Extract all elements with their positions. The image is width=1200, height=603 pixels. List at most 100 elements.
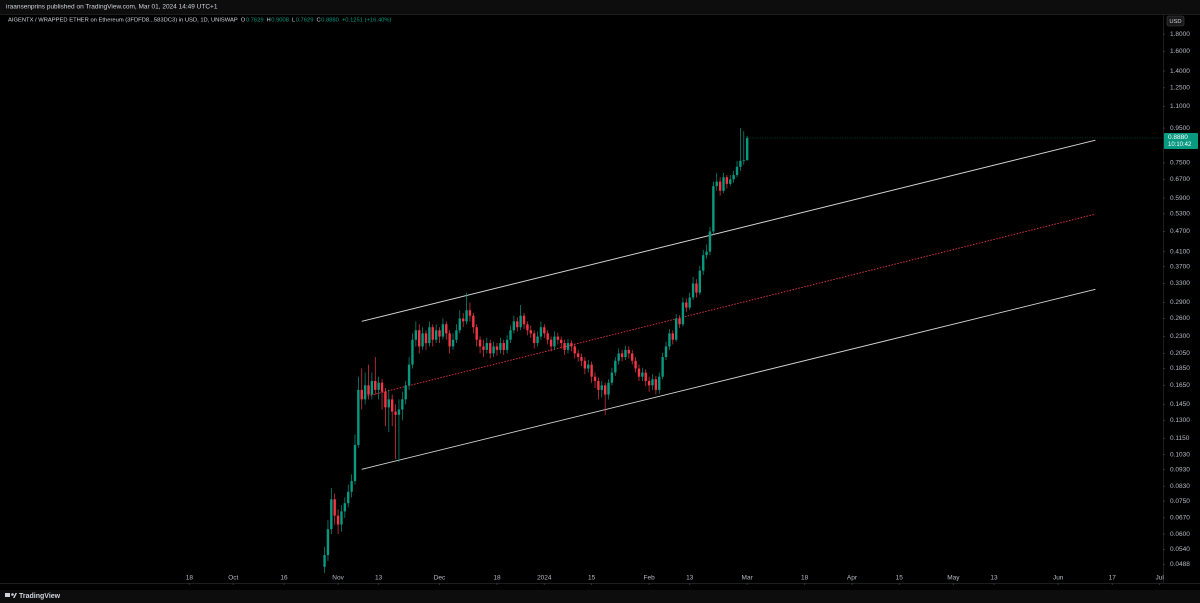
currency-button[interactable] [1166, 15, 1185, 27]
candle-body [424, 333, 428, 344]
candle-body [529, 330, 532, 334]
candle-body [647, 380, 651, 386]
candle-body [367, 385, 370, 395]
candle-body [377, 382, 380, 390]
candle-body [674, 318, 678, 340]
candle-body [448, 333, 451, 347]
price-tag-label: 0.8880 [1168, 134, 1188, 141]
candle-body [718, 181, 722, 191]
candle-body [691, 283, 695, 298]
candle-body [587, 364, 590, 369]
candle-body [671, 333, 674, 340]
x-tick-label: 13 [375, 575, 383, 582]
y-tick-label: 0.1850 [1170, 365, 1190, 372]
candle-body [658, 376, 661, 390]
candle-body [445, 324, 448, 334]
candle-body [695, 283, 698, 293]
candle-body [583, 360, 587, 369]
candle-body [526, 324, 529, 331]
candle-body [715, 181, 718, 187]
candle-body [742, 160, 745, 162]
y-tick-label: 0.9500 [1170, 125, 1190, 132]
y-tick-label: 1.2500 [1170, 84, 1190, 91]
candle-body [702, 255, 705, 271]
tv-logo [5, 593, 17, 598]
y-tick-label: 0.1030 [1170, 451, 1190, 458]
candle-body [357, 389, 360, 445]
candle-body [411, 339, 414, 365]
candle-body [451, 339, 455, 347]
candle-body [418, 330, 421, 347]
x-tick-label: 15 [588, 575, 596, 582]
y-tick-label: 0.2300 [1170, 333, 1190, 340]
candle-body [651, 379, 654, 386]
candle-body [340, 511, 343, 525]
x-tick-label: 15 [896, 575, 904, 582]
candle-body [401, 399, 404, 410]
candle-body [664, 346, 668, 358]
candle-body [617, 353, 620, 361]
legend-value: 0.9008 [271, 18, 289, 24]
candle-body [681, 302, 685, 325]
candle-body [580, 357, 583, 361]
x-tick-label: Jul [1155, 575, 1164, 582]
y-tick-label: 0.0488 [1170, 561, 1190, 568]
candle-body [363, 385, 367, 400]
candle-body [688, 297, 691, 308]
candle-body [624, 349, 627, 358]
y-tick-label: 0.3300 [1170, 280, 1190, 287]
candle-body [631, 353, 634, 361]
candle-body [404, 385, 407, 400]
candle-body [573, 346, 576, 354]
candle-body [563, 343, 566, 350]
candle-body [607, 382, 610, 395]
candle-body [732, 175, 735, 180]
candle-body [620, 353, 624, 358]
candle-body [610, 372, 614, 383]
candle-body [502, 343, 505, 350]
x-tick-label: 13 [990, 575, 998, 582]
x-tick-label: 18 [186, 575, 194, 582]
y-tick-label: 1.1000 [1170, 103, 1190, 110]
candle-body [576, 353, 580, 358]
x-tick-label: 17 [1109, 575, 1117, 582]
candle-body [441, 324, 445, 337]
y-tick-label: 0.2900 [1170, 299, 1190, 306]
y-tick-label: 0.1150 [1170, 435, 1190, 442]
candle-body [499, 343, 502, 350]
brand: TradingView [19, 593, 61, 600]
candle-body [745, 137, 749, 161]
y-tick-label: 0.0540 [1170, 546, 1190, 553]
candle-body [512, 321, 516, 331]
symbol-title: AIGENTX / WRAPPED ETHER on Ethereum (3FD… [8, 18, 238, 24]
y-tick-label: 0.2050 [1170, 350, 1190, 357]
candle-body [661, 357, 664, 377]
candle-body [516, 321, 519, 328]
ohlc-legend: O 0.7629 H 0.9008 L 0.7629 C 0.8880 +0.1251 (+16… [241, 18, 392, 24]
candle-body [370, 380, 374, 395]
candle-body [566, 343, 570, 350]
x-tick-label: Apr [847, 575, 858, 582]
candle-body [455, 330, 458, 340]
y-tick-label: 0.5900 [1170, 195, 1190, 202]
y-tick-label: 0.2600 [1170, 315, 1190, 322]
y-tick-label: 0.4100 [1170, 248, 1190, 255]
x-tick-label: 18 [493, 575, 501, 582]
x-tick-label: 18 [801, 575, 809, 582]
y-tick-label: 0.0670 [1170, 515, 1190, 522]
candle-body [461, 318, 465, 322]
trend-line [361, 139, 1096, 322]
candle-body [397, 409, 401, 415]
candle-body [390, 399, 394, 412]
candle-body [729, 179, 732, 184]
candle-body [374, 380, 377, 390]
candle-body [414, 330, 418, 340]
candle-body [472, 315, 475, 328]
y-tick-label: 0.0750 [1170, 498, 1190, 505]
candle-body [553, 336, 556, 347]
candle-body [380, 382, 384, 392]
candle-body [428, 327, 431, 344]
candle-body [482, 346, 485, 350]
candle-body [735, 166, 739, 176]
